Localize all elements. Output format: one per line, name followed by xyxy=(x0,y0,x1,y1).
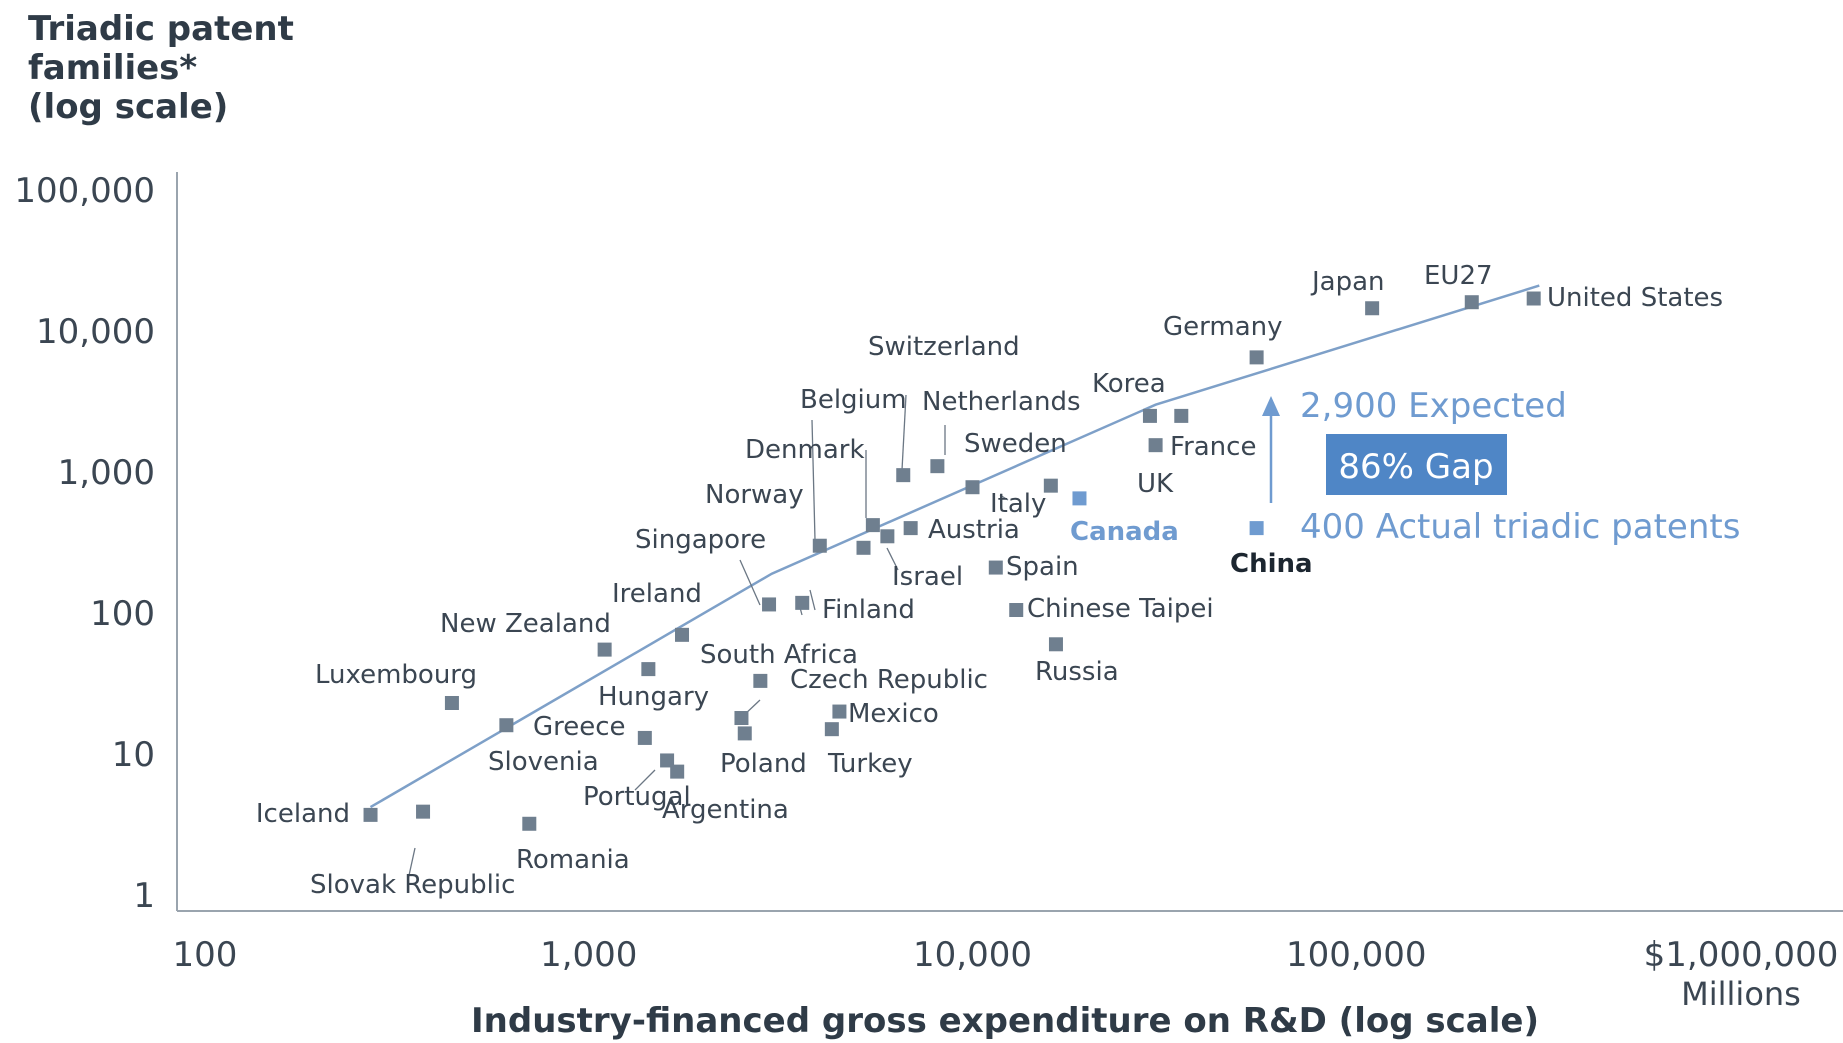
point-israel xyxy=(880,529,894,543)
point-korea xyxy=(1143,409,1157,423)
y-tick-label: 1,000 xyxy=(58,453,155,493)
point-turkey xyxy=(825,722,839,736)
label-new-zealand: New Zealand xyxy=(440,609,611,639)
y-tick-label: 1 xyxy=(133,876,155,916)
point-uk xyxy=(1149,438,1163,452)
point-united-states xyxy=(1527,292,1541,306)
label-switzerland: Switzerland xyxy=(868,332,1020,362)
label-poland: Poland xyxy=(720,749,807,779)
y-tick-label: 100,000 xyxy=(14,171,155,211)
point-sweden xyxy=(966,480,980,494)
y-axis-title-line: (log scale) xyxy=(28,87,228,127)
label-italy: Italy xyxy=(990,489,1046,519)
label-china: China xyxy=(1230,549,1313,579)
point-ireland xyxy=(675,628,689,642)
point-romania xyxy=(522,817,536,831)
label-argentina: Argentina xyxy=(662,795,789,825)
point-hungary xyxy=(641,662,655,676)
label-netherlands: Netherlands xyxy=(922,387,1081,417)
point-slovenia xyxy=(499,718,513,732)
label-slovak-republic: Slovak Republic xyxy=(310,870,515,900)
label-uk: UK xyxy=(1137,469,1174,499)
label-germany: Germany xyxy=(1163,312,1283,342)
label-greece: Greece xyxy=(533,712,626,742)
expected-annotation: 2,900 Expected xyxy=(1300,386,1567,426)
y-tick-label: 10 xyxy=(112,735,155,775)
point-denmark xyxy=(857,541,871,555)
point-switzerland xyxy=(896,468,910,482)
point-canada xyxy=(1072,491,1086,505)
point-slovak-republic xyxy=(416,805,430,819)
label-russia: Russia xyxy=(1035,657,1119,687)
label-hungary: Hungary xyxy=(598,682,709,712)
point-czech-republic xyxy=(753,674,767,688)
x-axis-units: Millions xyxy=(1681,975,1801,1013)
point-new-zealand xyxy=(598,643,612,657)
point-netherlands xyxy=(930,459,944,473)
point-china xyxy=(1250,521,1264,535)
point-israel xyxy=(866,518,880,532)
label-luxembourg: Luxembourg xyxy=(315,660,477,690)
leader-line xyxy=(810,590,815,610)
point-eu27 xyxy=(1465,295,1479,309)
label-czech-republic: Czech Republic xyxy=(790,665,988,695)
point-spain xyxy=(989,561,1003,575)
label-belgium: Belgium xyxy=(800,385,907,415)
point-poland xyxy=(738,726,752,740)
label-france: France xyxy=(1170,432,1256,462)
point-japan xyxy=(1365,301,1379,315)
y-tick-label: 100 xyxy=(90,594,155,634)
point-argentina xyxy=(670,765,684,779)
label-chinese-taipei: Chinese Taipei xyxy=(1027,594,1214,624)
label-united-states: United States xyxy=(1547,283,1723,313)
point-mexico xyxy=(832,705,846,719)
label-sweden: Sweden xyxy=(964,429,1067,459)
point-norway xyxy=(813,539,827,553)
label-denmark: Denmark xyxy=(745,435,865,465)
x-tick-label: 10,000 xyxy=(913,935,1032,975)
label-ireland: Ireland xyxy=(612,579,702,609)
label-slovenia: Slovenia xyxy=(488,747,599,777)
point-finland xyxy=(795,596,809,610)
x-axis-title: Industry-financed gross expenditure on R… xyxy=(471,1001,1539,1041)
point-france xyxy=(1174,409,1188,423)
x-tick-label: $1,000,000 xyxy=(1644,935,1839,975)
point-russia xyxy=(1049,637,1063,651)
label-turkey: Turkey xyxy=(827,749,913,779)
label-korea: Korea xyxy=(1092,369,1166,399)
point-greece xyxy=(638,731,652,745)
label-spain: Spain xyxy=(1006,552,1079,582)
label-singapore: Singapore xyxy=(635,525,766,555)
label-finland: Finland xyxy=(822,595,915,625)
x-tick-label: 100,000 xyxy=(1286,935,1427,975)
label-iceland: Iceland xyxy=(256,799,350,829)
y-tick-label: 10,000 xyxy=(36,312,155,352)
gap-arrow-head xyxy=(1262,396,1280,416)
point-labels: Iceland Slovak Republic Luxembourg Slovenia… xyxy=(256,261,1723,900)
x-tick-label: 100 xyxy=(173,935,238,975)
point-germany xyxy=(1250,350,1264,364)
y-axis-title-line: families* xyxy=(28,48,197,88)
y-axis-title-line: Triadic patent xyxy=(28,9,294,49)
x-tick-label: 1,000 xyxy=(540,935,637,975)
china-gap-annotation: 2,900 Expected 86% Gap 400 Actual triadic … xyxy=(1262,386,1740,547)
label-canada: Canada xyxy=(1070,517,1179,547)
label-austria: Austria xyxy=(928,515,1020,545)
label-israel: Israel xyxy=(892,562,963,592)
point-austria xyxy=(904,521,918,535)
point-luxembourg xyxy=(445,696,459,710)
label-mexico: Mexico xyxy=(848,699,939,729)
gap-annotation: 86% Gap xyxy=(1338,447,1493,487)
point-poland xyxy=(734,711,748,725)
label-japan: Japan xyxy=(1310,267,1385,297)
point-iceland xyxy=(364,808,378,822)
actual-annotation: 400 Actual triadic patents xyxy=(1300,507,1740,547)
label-eu27: EU27 xyxy=(1424,261,1493,291)
label-norway: Norway xyxy=(705,480,804,510)
label-romania: Romania xyxy=(516,845,630,875)
point-singapore xyxy=(762,597,776,611)
point-chinese-taipei xyxy=(1009,603,1023,617)
